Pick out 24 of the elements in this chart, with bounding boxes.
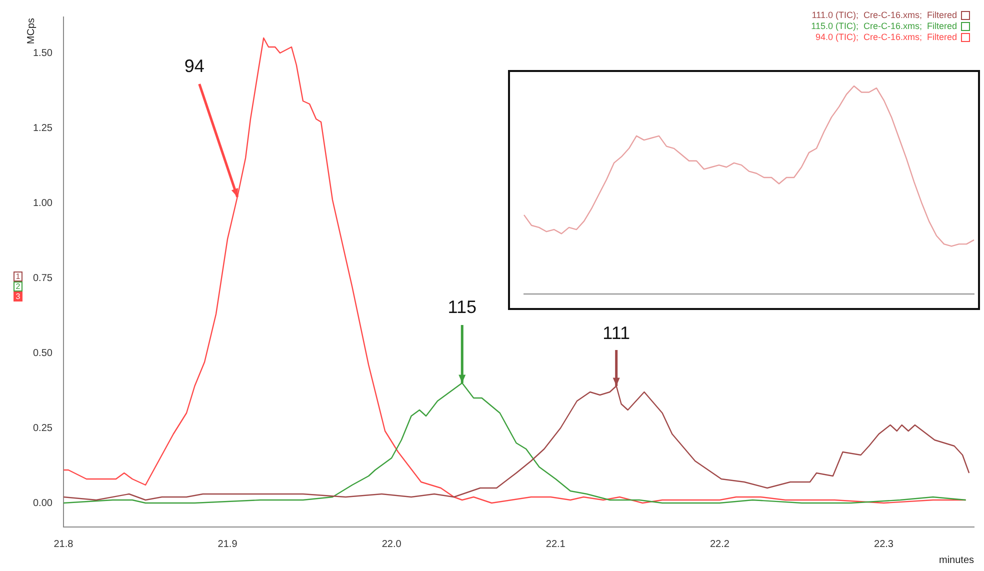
legend-label: 111.0 (TIC); Cre-C-16.xms; Filtered bbox=[812, 10, 957, 20]
x-tick-label: 21.9 bbox=[218, 538, 238, 550]
text: 1 bbox=[16, 272, 21, 282]
x-tick-label: 22.0 bbox=[382, 538, 402, 550]
legend-label: 115.0 (TIC); Cre-C-16.xms; Filtered bbox=[811, 21, 957, 31]
y-tick-label: 1.25 bbox=[32, 122, 53, 134]
y-tick-label: 1.50 bbox=[32, 48, 53, 59]
y-tick-label: 1.00 bbox=[32, 198, 53, 209]
annotation: 115 bbox=[448, 296, 476, 317]
x-tick-label: 22.1 bbox=[546, 538, 566, 550]
annotation: 111 bbox=[602, 322, 630, 343]
y-tick-label: 0.50 bbox=[32, 348, 53, 359]
x-axis-title: minutes bbox=[938, 554, 974, 566]
text: 3 bbox=[16, 292, 21, 302]
y-axis-title: MCps bbox=[26, 18, 38, 44]
y-tick-label: 0.25 bbox=[32, 422, 53, 434]
y-tick-label: 0.75 bbox=[32, 272, 53, 284]
text: 2 bbox=[16, 282, 21, 292]
annotation: 94 bbox=[184, 56, 204, 76]
x-tick-label: 22.2 bbox=[710, 538, 730, 550]
legend-label: 94.0 (TIC); Cre-C-16.xms; Filtered bbox=[815, 32, 957, 42]
x-tick-label: 22.3 bbox=[874, 538, 894, 550]
x-tick-label: 21.8 bbox=[54, 538, 74, 550]
y-tick-label: 0.00 bbox=[32, 498, 53, 509]
